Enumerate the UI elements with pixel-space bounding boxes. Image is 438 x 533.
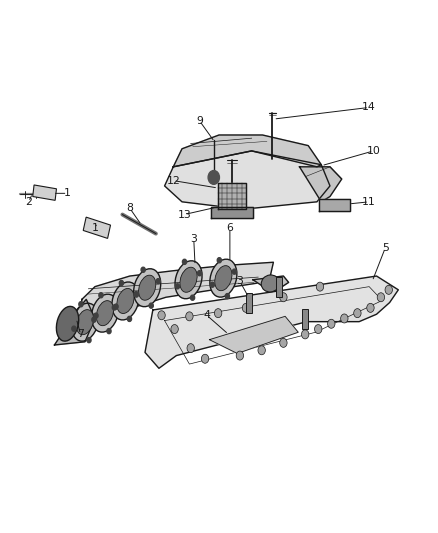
Text: 9: 9 [196, 116, 203, 126]
Ellipse shape [175, 261, 202, 298]
Polygon shape [145, 276, 398, 368]
Circle shape [191, 295, 194, 300]
Circle shape [367, 303, 374, 312]
Polygon shape [54, 300, 95, 345]
Circle shape [134, 292, 138, 297]
Circle shape [208, 171, 219, 184]
Ellipse shape [215, 265, 232, 290]
Circle shape [341, 314, 348, 323]
Circle shape [87, 337, 91, 343]
Ellipse shape [71, 303, 99, 341]
Circle shape [280, 338, 287, 348]
Circle shape [114, 304, 118, 309]
Polygon shape [300, 167, 342, 202]
Text: 1: 1 [64, 188, 71, 198]
Ellipse shape [96, 301, 113, 326]
Polygon shape [218, 183, 246, 209]
Bar [276, 277, 282, 297]
Bar [33, 185, 57, 200]
Circle shape [171, 325, 178, 334]
Text: 3: 3 [191, 234, 197, 244]
Circle shape [232, 269, 237, 274]
Circle shape [316, 282, 324, 291]
Polygon shape [165, 151, 330, 209]
Circle shape [149, 303, 153, 308]
Circle shape [134, 292, 138, 297]
Circle shape [314, 325, 322, 334]
Text: 5: 5 [382, 243, 389, 253]
Circle shape [156, 279, 160, 284]
Circle shape [141, 267, 145, 272]
Circle shape [99, 293, 103, 298]
Text: 11: 11 [362, 197, 376, 207]
Circle shape [210, 282, 214, 287]
Circle shape [158, 311, 165, 320]
Text: 4: 4 [203, 310, 210, 320]
Circle shape [119, 280, 124, 286]
Circle shape [385, 285, 392, 294]
Circle shape [242, 303, 250, 312]
Ellipse shape [92, 294, 119, 332]
Ellipse shape [76, 310, 94, 335]
Circle shape [377, 293, 385, 302]
Circle shape [328, 319, 335, 328]
Circle shape [175, 284, 180, 289]
Polygon shape [79, 262, 273, 334]
Polygon shape [253, 276, 289, 290]
Circle shape [236, 351, 244, 360]
Circle shape [198, 271, 201, 276]
Circle shape [72, 326, 76, 331]
Text: 1: 1 [92, 223, 99, 233]
Polygon shape [211, 207, 253, 217]
Circle shape [217, 257, 222, 263]
Ellipse shape [210, 259, 237, 297]
Circle shape [92, 317, 96, 322]
Circle shape [182, 259, 187, 264]
Text: 3: 3 [237, 276, 244, 286]
Circle shape [354, 309, 361, 318]
Circle shape [112, 305, 117, 310]
Text: 13: 13 [177, 209, 191, 220]
Text: 8: 8 [126, 203, 133, 213]
Ellipse shape [57, 306, 79, 341]
Polygon shape [319, 199, 350, 211]
Circle shape [186, 312, 193, 321]
Circle shape [258, 346, 265, 355]
Ellipse shape [138, 275, 156, 300]
Bar [246, 293, 252, 313]
Bar [83, 217, 110, 238]
Circle shape [301, 330, 309, 339]
Circle shape [79, 302, 83, 307]
Bar [302, 309, 308, 329]
Text: 10: 10 [367, 146, 381, 156]
Text: 7: 7 [77, 329, 84, 340]
Text: 2: 2 [25, 197, 32, 207]
Ellipse shape [112, 282, 139, 320]
Ellipse shape [134, 269, 161, 306]
Circle shape [225, 294, 230, 298]
Ellipse shape [117, 288, 134, 313]
Circle shape [94, 313, 98, 318]
Text: 12: 12 [166, 175, 180, 185]
Circle shape [215, 309, 222, 318]
Text: 14: 14 [362, 102, 376, 112]
Text: 6: 6 [226, 223, 233, 233]
Circle shape [201, 354, 209, 364]
Circle shape [127, 317, 131, 321]
Ellipse shape [261, 275, 279, 292]
Polygon shape [209, 317, 298, 353]
Ellipse shape [180, 267, 197, 292]
Circle shape [107, 328, 111, 334]
Circle shape [187, 344, 194, 353]
Circle shape [280, 293, 287, 302]
Polygon shape [173, 135, 321, 167]
